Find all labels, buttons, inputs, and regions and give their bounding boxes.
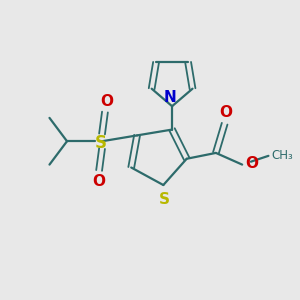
Text: O: O [100, 94, 113, 109]
Text: O: O [246, 156, 259, 171]
Text: S: S [159, 192, 170, 207]
Text: N: N [164, 90, 176, 105]
Text: S: S [94, 134, 106, 152]
Text: O: O [93, 174, 106, 189]
Text: CH₃: CH₃ [271, 149, 293, 162]
Text: O: O [220, 105, 232, 120]
